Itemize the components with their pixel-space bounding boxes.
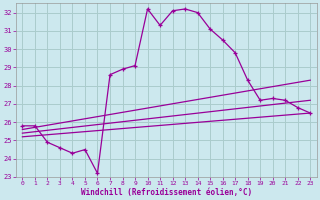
X-axis label: Windchill (Refroidissement éolien,°C): Windchill (Refroidissement éolien,°C) bbox=[81, 188, 252, 197]
